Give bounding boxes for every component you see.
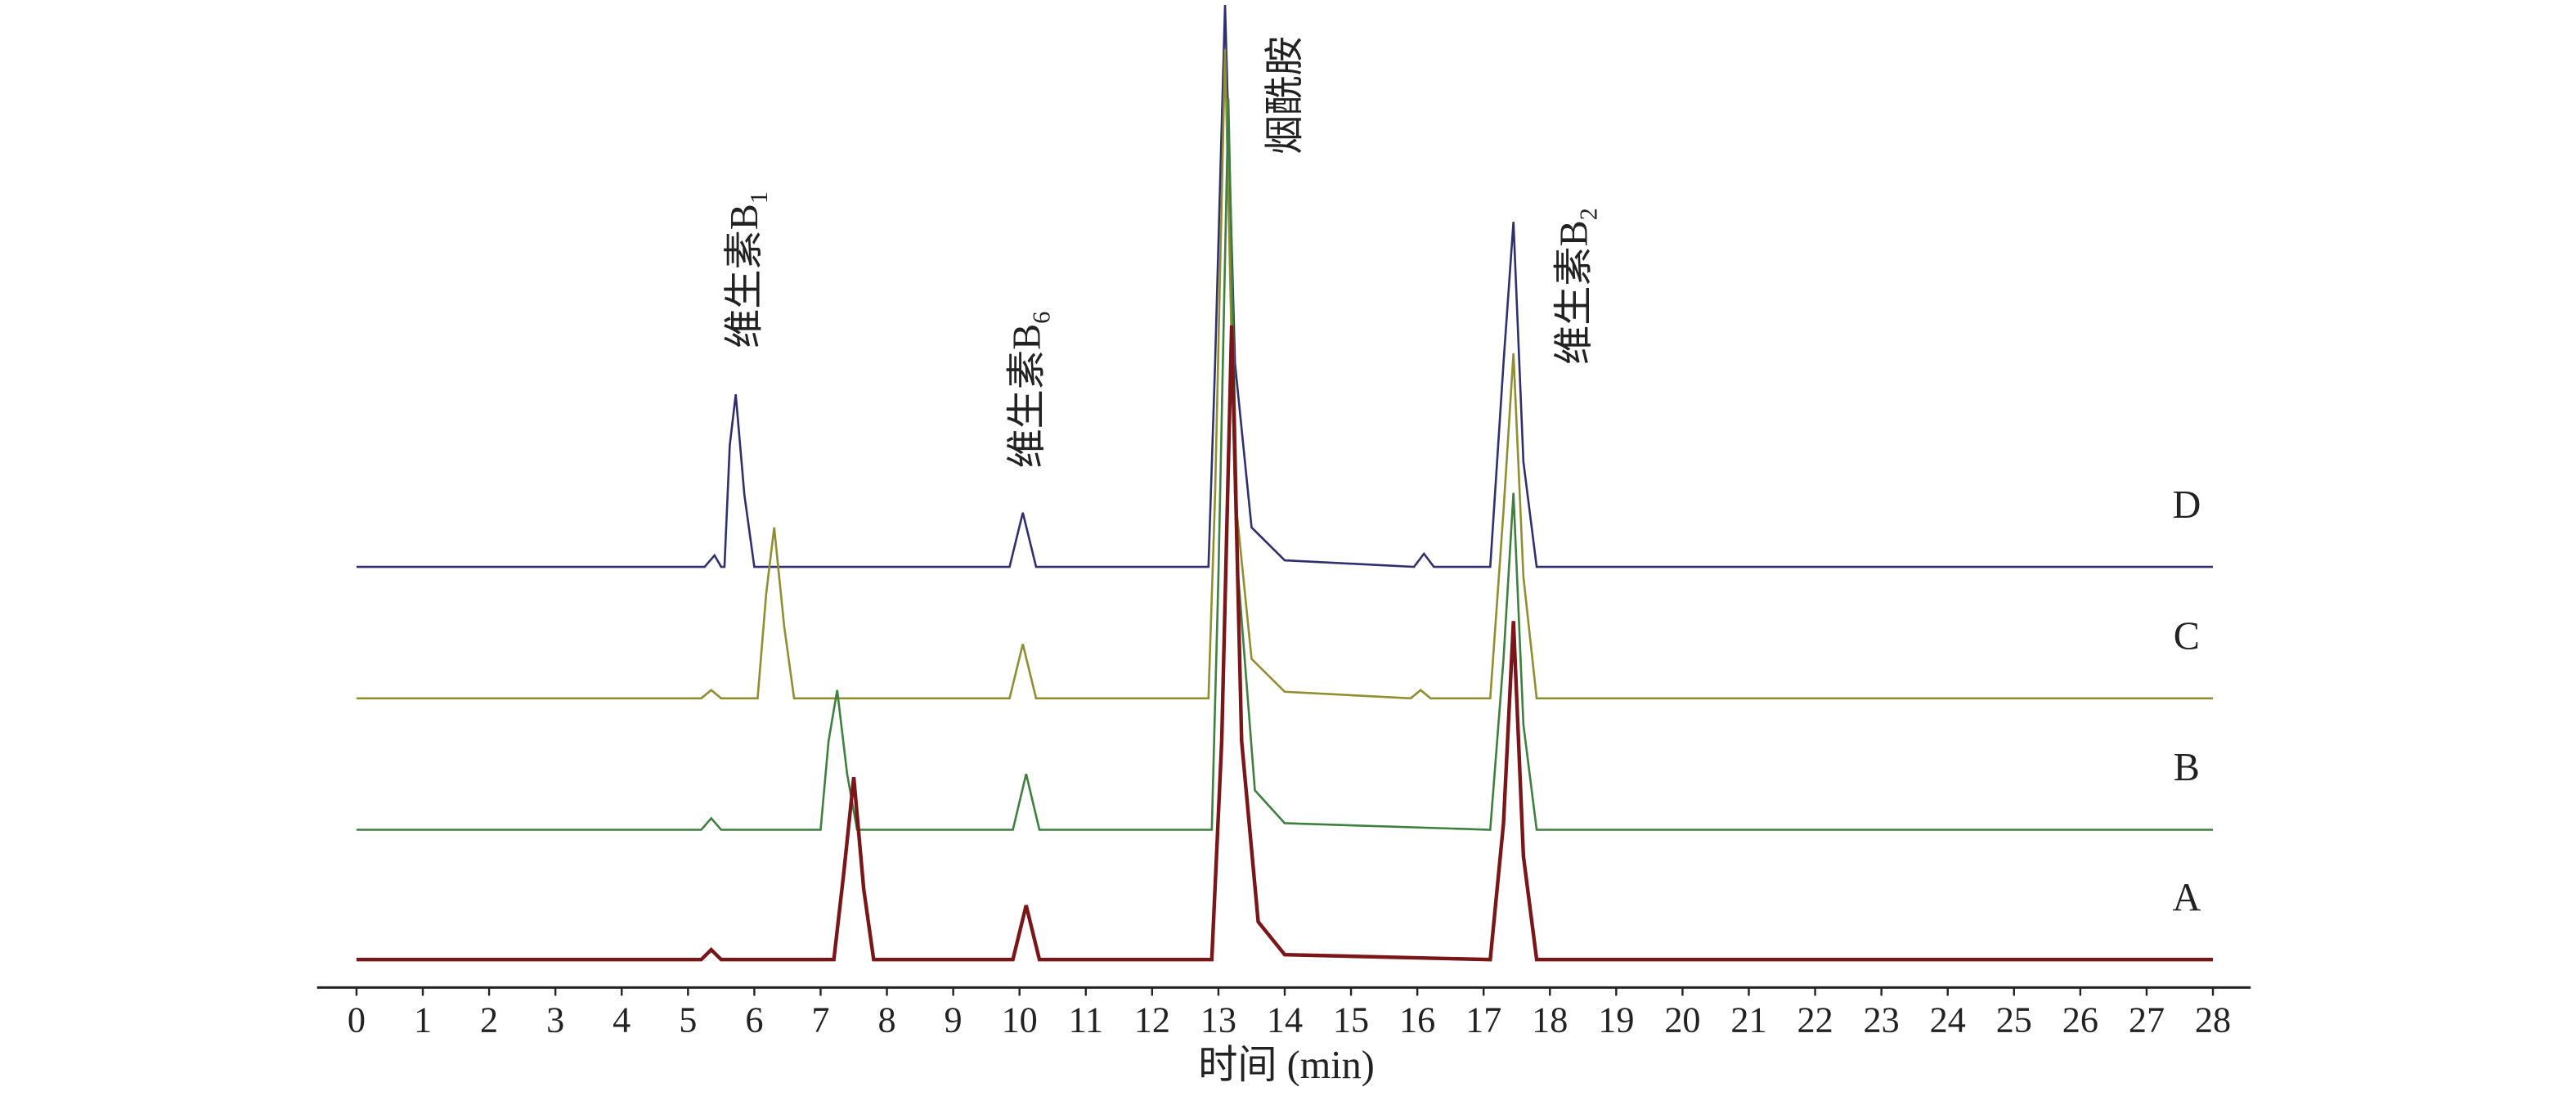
x-tick-label: 5 — [679, 1000, 697, 1040]
x-axis-title: 时间 (min) — [1198, 1044, 1375, 1087]
x-tick-label: 6 — [745, 1000, 763, 1040]
x-tick-label: 28 — [2195, 1000, 2231, 1040]
annotation-subscript: 6 — [1028, 312, 1056, 324]
annotation-text: 维生素B — [723, 204, 766, 348]
x-tick-label: 11 — [1068, 1000, 1103, 1040]
x-tick-label: 17 — [1465, 1000, 1501, 1040]
x-tick-label: 20 — [1664, 1000, 1700, 1040]
x-tick-label: 1 — [414, 1000, 432, 1040]
trace-label: B — [2174, 746, 2200, 789]
x-tick-label: 12 — [1134, 1000, 1170, 1040]
x-tick-label: 0 — [348, 1000, 366, 1040]
peak-annotation: 维生素B2 — [1553, 208, 1603, 365]
x-tick-label: 16 — [1399, 1000, 1435, 1040]
x-tick-label: 23 — [1864, 1000, 1900, 1040]
x-tick-label: 14 — [1267, 1000, 1303, 1040]
x-tick-label: 21 — [1730, 1000, 1766, 1040]
x-tick-label: 9 — [945, 1000, 963, 1040]
trace-line — [356, 49, 2214, 700]
x-tick-label: 18 — [1532, 1000, 1568, 1040]
x-tick-label: 4 — [613, 1000, 631, 1040]
x-tick-label: 3 — [546, 1000, 564, 1040]
trace-line — [356, 325, 2214, 962]
trace-label: D — [2172, 483, 2201, 527]
trace-label: A — [2172, 876, 2201, 919]
peak-annotation: 维生素B1 — [723, 191, 773, 348]
annotation-text: 维生素B — [1006, 324, 1049, 469]
annotation-subscript: 2 — [1575, 208, 1603, 220]
peak-annotation: 烟酰胺 — [1263, 36, 1307, 155]
x-tick-label: 19 — [1598, 1000, 1634, 1040]
trace-line — [356, 4, 2214, 568]
x-tick-label: 25 — [1996, 1000, 2032, 1040]
x-tick-label: 7 — [811, 1000, 829, 1040]
x-tick-label: 13 — [1200, 1000, 1236, 1040]
x-tick-label: 22 — [1797, 1000, 1833, 1040]
trace-label: C — [2174, 615, 2200, 658]
x-tick-label: 10 — [1002, 1000, 1038, 1040]
annotation-text: 烟酰胺 — [1263, 36, 1307, 155]
x-tick-label: 24 — [1930, 1000, 1966, 1040]
x-tick-label: 2 — [480, 1000, 498, 1040]
x-tick-label: 26 — [2062, 1000, 2098, 1040]
x-tick-label: 8 — [877, 1000, 895, 1040]
trace-line — [356, 98, 2214, 831]
annotation-text: 维生素B — [1553, 220, 1596, 365]
peak-annotation: 维生素B6 — [1006, 312, 1056, 469]
x-tick-label: 15 — [1333, 1000, 1369, 1040]
annotation-subscript: 1 — [745, 191, 773, 204]
x-tick-label: 27 — [2129, 1000, 2165, 1040]
